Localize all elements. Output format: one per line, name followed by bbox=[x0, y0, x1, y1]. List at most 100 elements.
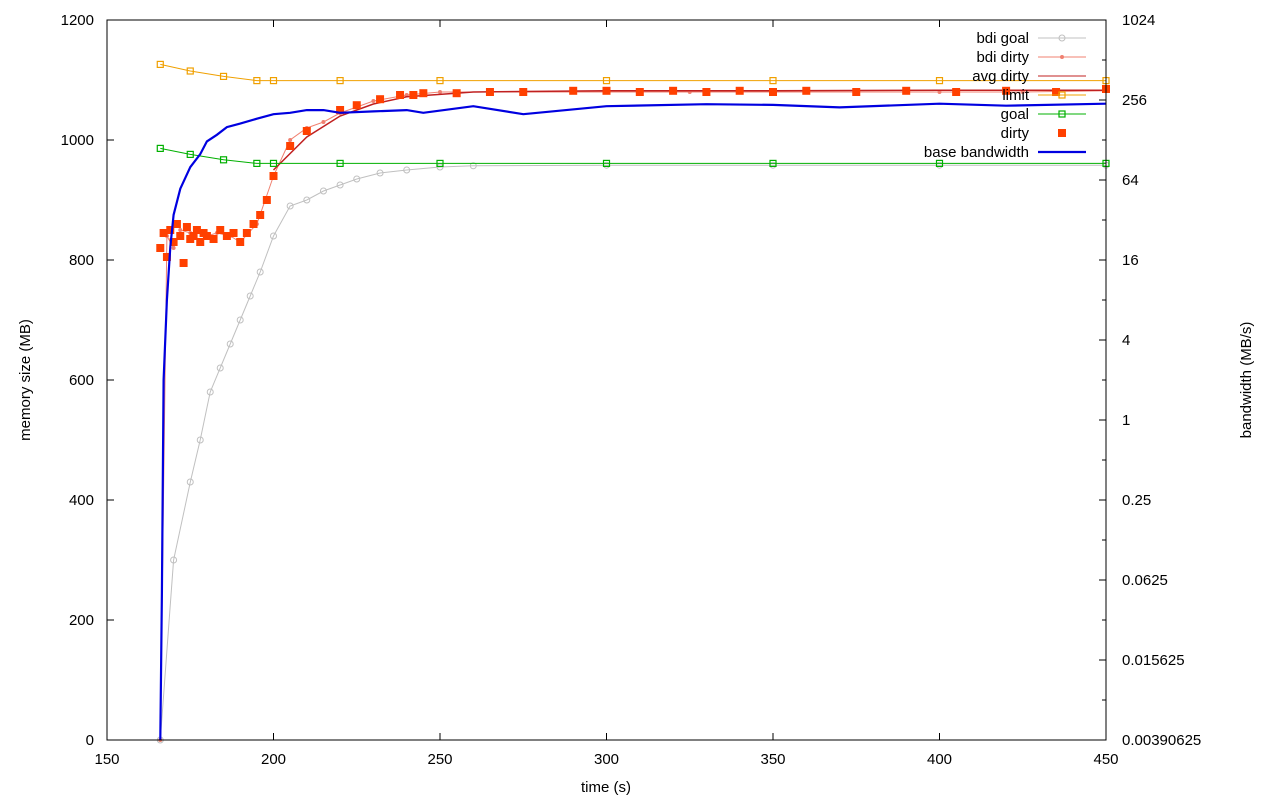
legend-marker-goal bbox=[1058, 110, 1066, 118]
data-point-dirty bbox=[419, 89, 428, 98]
legend-marker-limit bbox=[1058, 91, 1066, 99]
data-point-bdi-dirty bbox=[937, 90, 942, 94]
legend-marker-bdi-dirty bbox=[1060, 55, 1064, 59]
data-point-dirty bbox=[519, 88, 528, 96]
y2-tick-label: 0.0625 bbox=[1122, 572, 1168, 589]
data-point-dirty bbox=[702, 88, 711, 96]
plot-frame bbox=[106, 19, 1107, 741]
data-point-bdi-goal bbox=[286, 202, 294, 210]
y-tick-label: 200 bbox=[69, 612, 94, 629]
data-point-bdi-goal bbox=[226, 340, 234, 348]
data-point-bdi-dirty bbox=[438, 90, 442, 94]
y-tick-label: 0 bbox=[86, 732, 94, 749]
data-point-limit bbox=[336, 76, 344, 85]
y-tick-label: 400 bbox=[69, 492, 94, 509]
data-point-dirty bbox=[262, 196, 271, 204]
data-point-bdi-dirty bbox=[1020, 90, 1025, 94]
data-point-dirty bbox=[602, 86, 611, 95]
data-point-bdi-goal bbox=[206, 388, 214, 396]
data-point-dirty bbox=[485, 88, 494, 96]
data-point-dirty bbox=[735, 86, 744, 95]
data-point-dirty bbox=[172, 220, 181, 228]
plot-area bbox=[156, 60, 1110, 744]
legend-label: base bandwidth bbox=[924, 144, 1029, 161]
data-point-bdi-goal bbox=[319, 187, 327, 195]
y2-axis-title: bandwidth (MB/s) bbox=[1238, 322, 1255, 439]
data-point-dirty bbox=[192, 226, 201, 234]
data-point-bdi-dirty bbox=[171, 246, 176, 250]
data-point-dirty bbox=[242, 229, 251, 237]
data-point-limit bbox=[219, 72, 228, 81]
y2-tick-label: 0.25 bbox=[1122, 492, 1151, 509]
data-point-dirty bbox=[209, 235, 218, 243]
x-tick-label: 250 bbox=[427, 751, 452, 768]
data-point-bdi-goal bbox=[236, 316, 244, 324]
data-point-dirty bbox=[269, 172, 278, 180]
data-point-limit bbox=[186, 67, 194, 75]
legend-label: dirty bbox=[1001, 125, 1030, 142]
data-point-bdi-dirty bbox=[371, 99, 376, 103]
series-base-bandwidth bbox=[159, 102, 1107, 741]
legend-label: bdi dirty bbox=[976, 49, 1029, 66]
data-point-dirty bbox=[336, 106, 345, 114]
data-point-bdi-goal bbox=[353, 175, 361, 183]
data-point-dirty bbox=[169, 238, 178, 246]
data-point-goal bbox=[602, 159, 611, 167]
y2-tick-label: 4 bbox=[1122, 332, 1130, 349]
data-point-dirty bbox=[189, 232, 198, 240]
data-point-dirty bbox=[1052, 88, 1061, 96]
data-point-dirty bbox=[952, 88, 961, 96]
data-point-limit bbox=[253, 76, 261, 85]
legend-label: avg dirty bbox=[972, 68, 1029, 85]
data-point-dirty bbox=[256, 211, 265, 219]
data-point-goal bbox=[269, 159, 278, 167]
data-point-dirty bbox=[216, 226, 225, 234]
data-point-bdi-goal bbox=[170, 556, 178, 564]
data-point-dirty bbox=[302, 127, 311, 135]
data-point-goal bbox=[156, 144, 164, 152]
data-point-dirty bbox=[452, 89, 461, 98]
data-point-dirty bbox=[249, 220, 258, 228]
data-point-goal bbox=[935, 159, 944, 167]
x-tick-label: 450 bbox=[1093, 751, 1118, 768]
y2-tick-label: 64 bbox=[1122, 172, 1139, 189]
data-point-goal bbox=[336, 159, 344, 167]
x-tick-label: 400 bbox=[927, 751, 952, 768]
y2-tick-label: 256 bbox=[1122, 92, 1147, 109]
data-point-dirty bbox=[196, 238, 205, 246]
data-point-dirty bbox=[852, 88, 861, 96]
data-point-goal bbox=[253, 159, 261, 167]
data-point-bdi-goal bbox=[436, 163, 444, 171]
data-point-dirty bbox=[166, 226, 175, 234]
data-point-dirty bbox=[236, 238, 245, 246]
data-point-dirty bbox=[396, 91, 405, 99]
data-point-dirty bbox=[376, 95, 385, 104]
data-point-dirty bbox=[569, 86, 578, 95]
data-point-bdi-goal bbox=[246, 292, 254, 300]
series-bdi-goal bbox=[156, 161, 1110, 744]
data-point-dirty bbox=[162, 253, 171, 261]
data-point-dirty bbox=[669, 86, 678, 95]
data-point-dirty bbox=[229, 229, 238, 237]
legend-marker-dirty bbox=[1058, 129, 1066, 137]
data-point-bdi-goal bbox=[403, 166, 411, 174]
data-point-limit bbox=[156, 60, 164, 69]
series-goal bbox=[156, 144, 1110, 167]
y2-tick-label: 0.00390625 bbox=[1122, 732, 1201, 749]
data-point-goal bbox=[436, 159, 444, 167]
series-line-limit bbox=[160, 63, 1106, 82]
y-tick-label: 1000 bbox=[61, 132, 94, 149]
legend-label: limit bbox=[1002, 87, 1029, 104]
data-point-dirty bbox=[802, 86, 811, 95]
x-tick-label: 200 bbox=[261, 751, 286, 768]
x-tick-label: 150 bbox=[94, 751, 119, 768]
legend-label: goal bbox=[1001, 106, 1029, 123]
data-point-dirty bbox=[202, 232, 211, 240]
data-point-dirty bbox=[635, 88, 644, 96]
series-limit bbox=[156, 60, 1110, 85]
data-point-limit bbox=[269, 76, 278, 85]
data-point-dirty bbox=[222, 232, 231, 240]
data-point-bdi-goal bbox=[186, 478, 194, 486]
